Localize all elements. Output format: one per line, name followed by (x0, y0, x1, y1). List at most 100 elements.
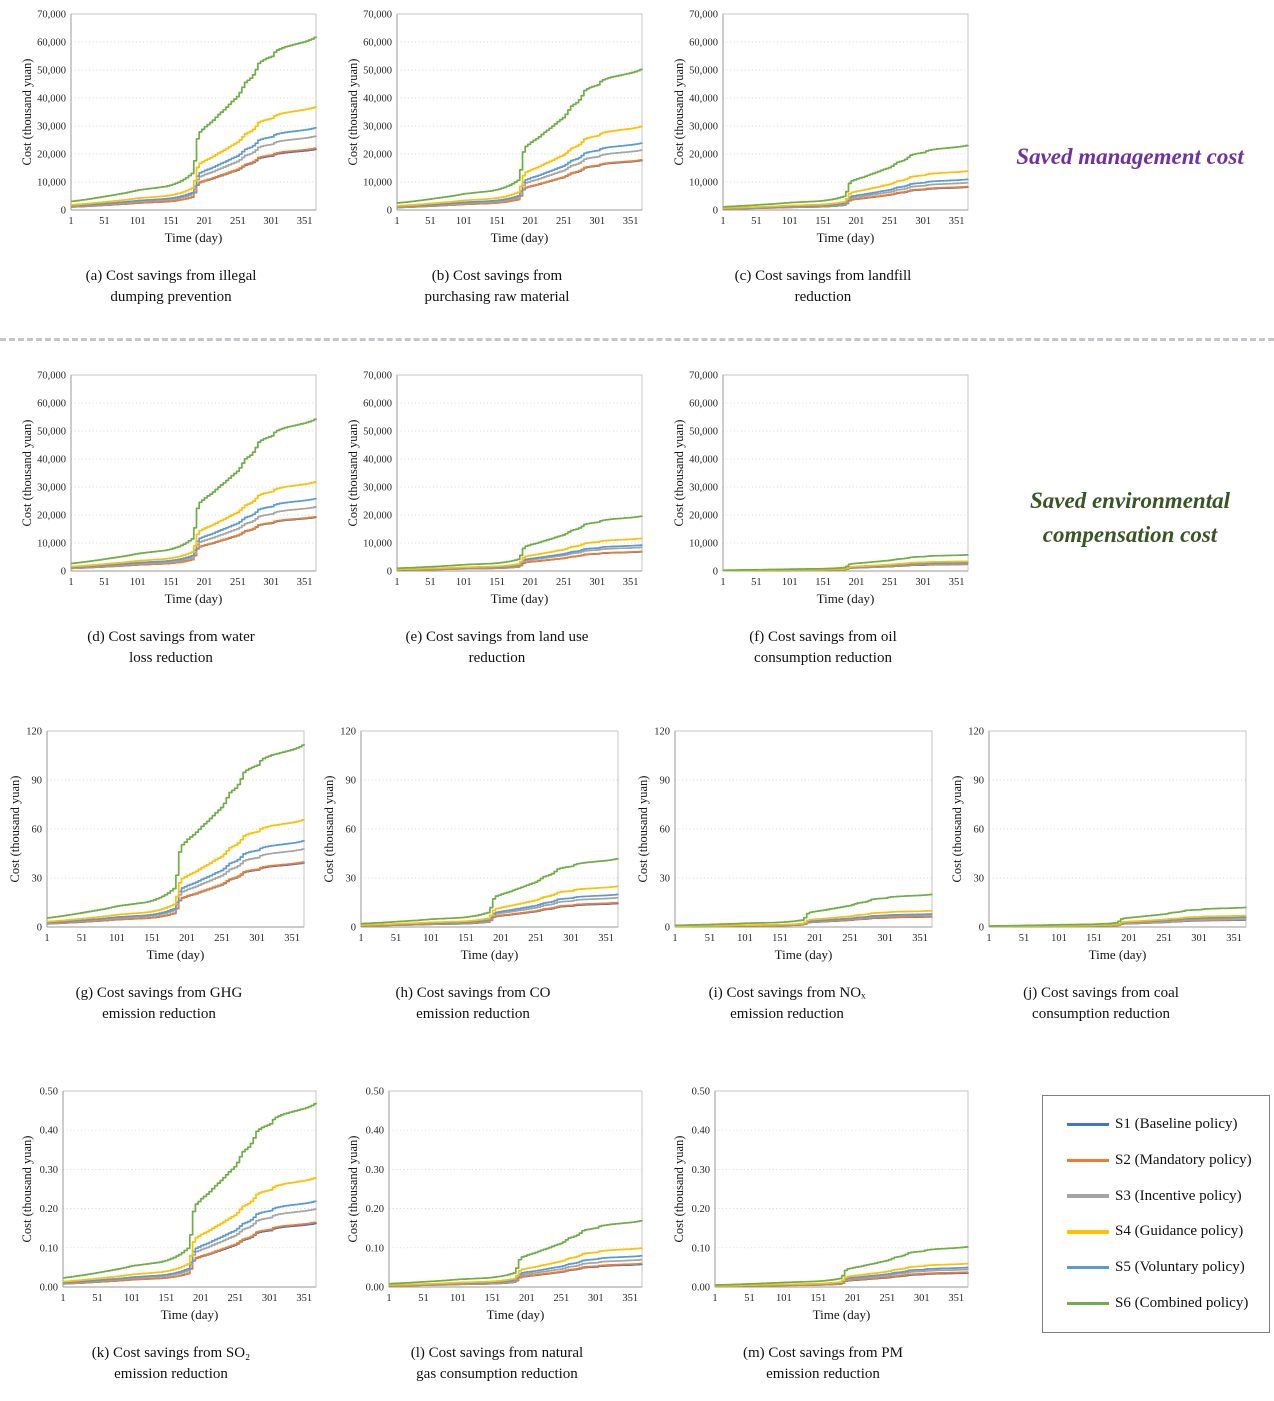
svg-text:351: 351 (1226, 933, 1242, 944)
svg-text:30,000: 30,000 (689, 483, 718, 494)
chart-i: 0 30 60 90 120 1 51 101 151 201 251 301 351 Time (day… (630, 723, 944, 1025)
svg-text:120: 120 (968, 727, 984, 738)
svg-text:51: 51 (92, 1293, 103, 1304)
svg-text:101: 101 (737, 933, 753, 944)
svg-text:60,000: 60,000 (37, 38, 66, 49)
svg-text:101: 101 (1051, 933, 1067, 944)
svg-text:Time (day): Time (day) (817, 230, 875, 245)
svg-text:1: 1 (672, 933, 677, 944)
svg-text:1: 1 (68, 577, 73, 588)
svg-text:0: 0 (61, 206, 66, 217)
caption-line: (f) Cost savings from oil (749, 629, 897, 645)
svg-text:Time (day): Time (day) (161, 1307, 219, 1322)
svg-text:301: 301 (877, 933, 893, 944)
row-environmental: 0 10,000 20,000 30,000 40,000 50,000 60,000 70,… (0, 367, 1274, 669)
svg-text:1: 1 (394, 216, 399, 227)
svg-text:10,000: 10,000 (363, 178, 392, 189)
svg-text:70,000: 70,000 (37, 371, 66, 382)
svg-text:40,000: 40,000 (689, 455, 718, 466)
svg-text:Time (day): Time (day) (491, 591, 549, 606)
chart-e-caption: (e) Cost savings from land use reduction (406, 627, 589, 669)
caption-line: (k) Cost savings from SO₂ (91, 1345, 251, 1361)
svg-text:Time (day): Time (day) (165, 230, 223, 245)
svg-text:40,000: 40,000 (363, 455, 392, 466)
chart-c-canvas: 0 10,000 20,000 30,000 40,000 50,000 60,000 70,… (673, 6, 973, 250)
svg-text:0.50: 0.50 (366, 1087, 384, 1098)
svg-text:251: 251 (528, 933, 544, 944)
svg-text:151: 151 (163, 577, 179, 588)
svg-text:1: 1 (358, 933, 363, 944)
legend: S1 (Baseline policy) S2 (Mandatory polic… (1042, 1095, 1270, 1333)
svg-text:50,000: 50,000 (363, 427, 392, 438)
svg-text:20,000: 20,000 (37, 150, 66, 161)
chart-g: 0 30 60 90 120 1 51 101 151 201 251 301 351 Time (day… (2, 723, 316, 1025)
caption-line: emission reduction (114, 1366, 228, 1382)
svg-text:201: 201 (1121, 933, 1137, 944)
svg-text:1: 1 (712, 1293, 717, 1304)
svg-text:0.20: 0.20 (366, 1204, 384, 1215)
svg-text:30,000: 30,000 (363, 483, 392, 494)
svg-text:0.20: 0.20 (40, 1204, 58, 1215)
svg-text:0.30: 0.30 (40, 1165, 58, 1176)
svg-text:101: 101 (130, 216, 146, 227)
svg-text:30,000: 30,000 (37, 483, 66, 494)
chart-f-canvas: 0 10,000 20,000 30,000 40,000 50,000 60,000 70,… (673, 367, 973, 611)
svg-text:251: 251 (882, 577, 898, 588)
svg-text:60: 60 (32, 825, 43, 836)
svg-text:101: 101 (450, 1293, 466, 1304)
svg-text:10,000: 10,000 (37, 178, 66, 189)
svg-text:101: 101 (124, 1293, 140, 1304)
legend-line-swatch-s5 (1067, 1265, 1109, 1270)
svg-text:60: 60 (346, 825, 357, 836)
svg-text:101: 101 (456, 216, 472, 227)
svg-text:20,000: 20,000 (363, 511, 392, 522)
chart-b-canvas: 0 10,000 20,000 30,000 40,000 50,000 60,000 70,… (347, 6, 647, 250)
row-emissions-2: 0.00 0.10 0.20 0.30 0.40 0.50 1 51 101 151 201 251 3… (0, 1083, 1274, 1401)
svg-text:0: 0 (713, 567, 718, 578)
chart-h-canvas: 0 30 60 90 120 1 51 101 151 201 251 301 351 Time (day… (323, 723, 623, 967)
svg-text:Cost (thousand yuan): Cost (thousand yuan) (21, 420, 34, 527)
svg-text:1: 1 (60, 1293, 65, 1304)
chart-m-svg: 0.000.100.200.300.400.501 51 101 151 201 251 3… (673, 1087, 969, 1322)
svg-text:40,000: 40,000 (363, 94, 392, 105)
svg-text:51: 51 (744, 1293, 755, 1304)
svg-text:0.00: 0.00 (366, 1283, 384, 1294)
svg-text:151: 151 (815, 577, 831, 588)
svg-text:201: 201 (845, 1293, 861, 1304)
svg-text:Cost (thousand yuan): Cost (thousand yuan) (21, 1136, 34, 1243)
svg-text:50,000: 50,000 (689, 427, 718, 438)
svg-text:301: 301 (1191, 933, 1207, 944)
svg-text:50,000: 50,000 (37, 427, 66, 438)
caption-line: reduction (794, 289, 852, 305)
svg-text:40,000: 40,000 (37, 94, 66, 105)
svg-text:0: 0 (713, 206, 718, 217)
svg-text:251: 251 (842, 933, 858, 944)
svg-text:151: 151 (772, 933, 788, 944)
chart-g-canvas: 0 30 60 90 120 1 51 101 151 201 251 301 351 Time (day… (9, 723, 309, 967)
svg-text:351: 351 (296, 1293, 312, 1304)
svg-text:201: 201 (193, 1293, 209, 1304)
chart-l-canvas: 0.00 0.10 0.20 0.30 0.40 0.50 1 51 101 151 201 251 3… (347, 1083, 647, 1327)
svg-text:10,000: 10,000 (689, 178, 718, 189)
caption-line: purchasing raw material (424, 289, 570, 305)
legend-line-swatch-s3 (1067, 1194, 1109, 1198)
svg-text:Time (day): Time (day) (147, 947, 205, 962)
chart-m: 0.00 0.10 0.20 0.30 0.40 0.50 1 51 101 151 201 251 3… (660, 1083, 986, 1385)
svg-text:1: 1 (720, 216, 725, 227)
legend-column: S1 (Baseline policy) S2 (Mandatory polic… (986, 1083, 1274, 1385)
chart-b-caption: (b) Cost savings from purchasing raw mat… (425, 266, 570, 308)
svg-text:51: 51 (705, 933, 716, 944)
svg-text:20,000: 20,000 (689, 150, 718, 161)
legend-label-s3: S3 (Incentive policy) (1115, 1187, 1242, 1204)
svg-text:0: 0 (387, 567, 392, 578)
svg-text:30: 30 (974, 874, 985, 885)
svg-text:Time (day): Time (day) (817, 591, 875, 606)
svg-text:Cost (thousand yuan): Cost (thousand yuan) (323, 776, 336, 883)
svg-text:101: 101 (776, 1293, 792, 1304)
svg-text:1: 1 (68, 216, 73, 227)
svg-text:40,000: 40,000 (37, 455, 66, 466)
svg-text:201: 201 (197, 216, 213, 227)
